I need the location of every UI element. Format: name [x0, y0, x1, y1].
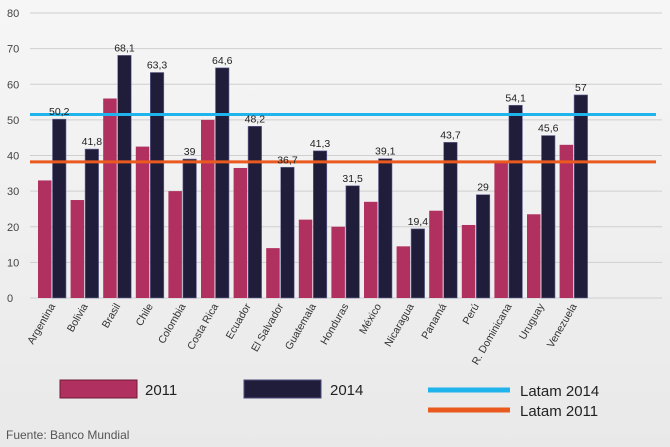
- bar-2014: [117, 55, 132, 299]
- bar-2014: [280, 166, 295, 299]
- y-tick-label: 60: [7, 79, 19, 91]
- data-label: 45,6: [538, 123, 559, 135]
- y-tick-label: 10: [7, 257, 19, 269]
- bars: [38, 55, 588, 299]
- y-tick-label: 50: [7, 115, 19, 127]
- reference-lines: [30, 113, 656, 164]
- bar-2011: [233, 167, 248, 298]
- bar-2014: [345, 185, 360, 299]
- x-tick-label: Ecuador: [224, 301, 254, 341]
- data-label: 31,5: [342, 173, 363, 185]
- bar-2011: [429, 210, 443, 298]
- y-tick-label: 20: [7, 222, 19, 234]
- data-label: 39: [184, 146, 196, 158]
- bar-2014: [573, 94, 588, 299]
- x-tick-label: Costa Rica: [185, 301, 221, 352]
- x-tick-label: Uruguay: [517, 301, 548, 342]
- y-tick-label: 70: [7, 44, 19, 56]
- bar-2011: [70, 200, 85, 298]
- x-tick-label: México: [357, 301, 384, 336]
- bar-2011: [396, 246, 411, 298]
- bar-2014: [475, 194, 491, 299]
- legend-label-latam-2014: Latam 2014: [520, 383, 599, 400]
- chart-grid: [30, 12, 662, 299]
- bar-2011: [135, 146, 150, 298]
- data-label: 43,7: [440, 129, 461, 141]
- bar-2014: [52, 118, 67, 299]
- x-axis: Argentina Bolivia Brasil Chile ColombiaCosta…: [25, 301, 580, 367]
- x-tick-label: Guatemala: [283, 301, 319, 352]
- bar-2014: [410, 228, 425, 299]
- x-tick-label: Panamá: [419, 301, 449, 341]
- data-label: 54,1: [505, 92, 526, 104]
- bar-2014: [443, 142, 458, 299]
- bar-2014: [378, 158, 393, 299]
- data-labels: 50,2 41,8 68,1 63,3 39 64,6 48,2 36,7 41,3 31,5 39…: [49, 42, 587, 227]
- data-label: 29: [477, 182, 489, 194]
- bar-2014: [508, 104, 523, 299]
- bar-2011: [331, 226, 345, 298]
- legend-label-2014: 2014: [330, 382, 363, 399]
- bar-2014: [84, 148, 99, 299]
- data-label: 64,6: [212, 55, 233, 67]
- bar-2011: [527, 214, 541, 298]
- bar-2011: [38, 180, 52, 298]
- x-tick-label: Brasil: [100, 302, 124, 331]
- legend-swatch-2011: [59, 379, 138, 399]
- bar-2014: [312, 150, 328, 299]
- data-label: 57: [575, 82, 587, 94]
- y-axis: 0 10 20 30 40 50 60 70 80: [7, 8, 19, 305]
- bar-2014: [150, 72, 165, 299]
- x-tick-label: Bolivia: [65, 301, 91, 334]
- data-label: 63,3: [147, 59, 168, 71]
- x-tick-label: Colombia: [156, 301, 189, 346]
- legend-label-latam-2011: Latam 2011: [520, 403, 598, 420]
- bar-2014: [541, 135, 556, 299]
- bar-2011: [266, 248, 280, 298]
- data-label: 36,7: [277, 154, 298, 166]
- data-label: 48,2: [245, 113, 266, 125]
- bar-2011: [168, 191, 182, 298]
- legend-swatch-2014: [243, 379, 322, 399]
- bar-2011: [364, 201, 378, 298]
- bar-2011: [298, 219, 313, 298]
- data-label: 39,1: [375, 146, 396, 158]
- x-tick-label: Nicaragua: [382, 301, 416, 349]
- bar-2011: [103, 98, 117, 298]
- bar-2011: [494, 162, 508, 298]
- bar-2011: [559, 144, 574, 298]
- data-label: 41,3: [310, 138, 331, 150]
- x-tick-label: Argentina: [25, 301, 58, 346]
- x-tick-label: Honduras: [318, 302, 351, 347]
- x-tick-label: Perú: [460, 301, 482, 326]
- x-tick-label: Chile: [134, 301, 156, 328]
- bar-2011: [201, 119, 215, 298]
- legend-label-2011: 2011: [145, 382, 177, 399]
- data-label: 19,4: [408, 216, 429, 228]
- bar-2011: [461, 224, 476, 298]
- bar-2014: [247, 125, 262, 299]
- data-label: 68,1: [114, 42, 135, 54]
- bar-2014: [215, 67, 230, 299]
- y-tick-label: 30: [7, 186, 19, 198]
- y-tick-label: 0: [7, 293, 13, 305]
- data-label: 50,2: [49, 106, 70, 118]
- y-tick-label: 40: [7, 151, 19, 163]
- y-tick-label: 80: [7, 8, 19, 20]
- data-label: 41,8: [82, 136, 103, 148]
- bar-2014: [182, 158, 197, 299]
- source-note: Fuente: Banco Mundial: [6, 428, 130, 442]
- x-tick-label: El Salvador: [249, 301, 286, 354]
- x-tick-label: Venezuela: [545, 301, 580, 350]
- legend: 2011 2014 Latam 2014 Latam 2011: [59, 379, 599, 420]
